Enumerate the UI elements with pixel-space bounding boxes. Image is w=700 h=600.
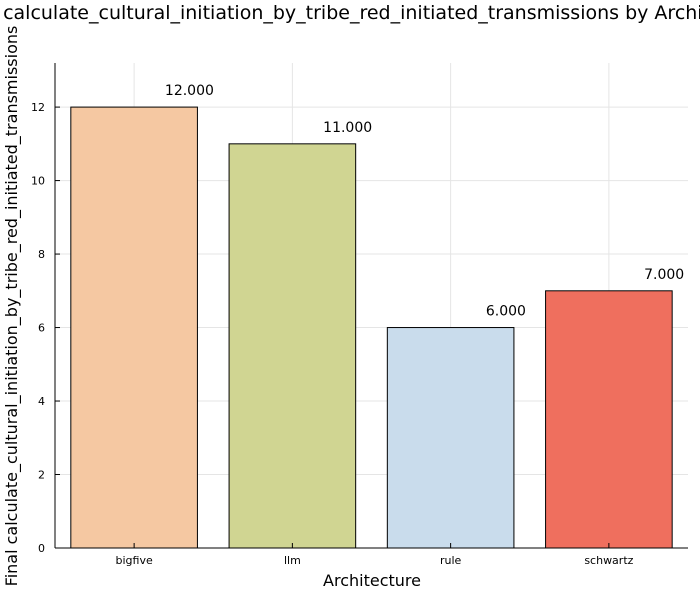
data-label-bigfive: 12.000	[165, 83, 214, 99]
x-tick-label-llm: llm	[284, 554, 301, 567]
y-tick-label-4: 4	[38, 395, 45, 408]
data-labels: 12.000 11.000 6.000 7.000	[165, 83, 684, 319]
data-label-llm: 11.000	[323, 120, 372, 136]
bar-rule	[386, 327, 515, 549]
bar-schwartz	[545, 290, 673, 549]
y-tick-label-2: 2	[38, 469, 45, 482]
y-tick-label-0: 0	[38, 542, 45, 555]
x-tick-label-bigfive: bigfive	[116, 554, 153, 567]
chart-title: Final calculate_cultural_initiation_by_t…	[0, 2, 700, 24]
y-tick-labels: 0 2 4 6 8 10 12	[31, 101, 60, 555]
y-tick-label-8: 8	[38, 248, 45, 261]
bar-bigfive	[70, 106, 198, 549]
bar-llm	[228, 143, 357, 549]
y-axis-title: Final calculate_cultural_initiation_by_t…	[2, 26, 22, 587]
x-tick-labels: bigfive llm rule schwartz	[116, 543, 634, 567]
chart-axes	[54, 63, 688, 549]
data-label-rule: 6.000	[486, 304, 526, 320]
y-tick-label-12: 12	[31, 101, 45, 114]
x-tick-label-rule: rule	[440, 554, 462, 567]
x-tick-label-schwartz: schwartz	[584, 554, 633, 567]
x-axis-title: Architecture	[323, 571, 421, 590]
y-tick-label-10: 10	[31, 175, 45, 188]
data-label-schwartz: 7.000	[644, 267, 684, 283]
y-tick-label-6: 6	[38, 322, 45, 335]
